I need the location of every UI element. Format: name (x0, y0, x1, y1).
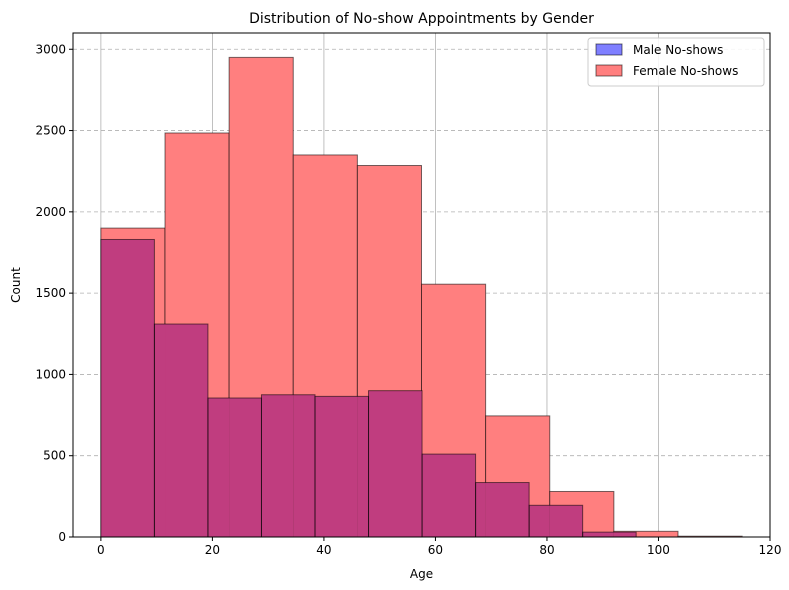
plot-frame (72, 32, 771, 538)
x-tick-label: 100 (647, 543, 670, 557)
overlap-segment (485, 482, 530, 537)
y-tick-label: 3000 (35, 42, 66, 56)
overlap-segment (529, 505, 550, 537)
overlap-segment (357, 396, 369, 537)
y-tick-label: 1500 (35, 286, 66, 300)
x-tick-label: 40 (316, 543, 331, 557)
overlap-segment (165, 324, 208, 537)
overlap-segment (261, 394, 294, 537)
x-axis-label: Age (410, 567, 433, 581)
overlap-segment (549, 505, 583, 537)
legend: Male No-shows Female No-shows (587, 37, 765, 87)
overlap-segment (368, 390, 422, 537)
overlap-segment (229, 397, 262, 537)
x-tick-label: 20 (205, 543, 220, 557)
y-tick-label: 1000 (35, 367, 66, 381)
y-tick-label: 2000 (35, 205, 66, 219)
overlap-segment (207, 397, 230, 537)
overlap-segment (100, 239, 155, 537)
x-tick-label: 80 (539, 543, 554, 557)
y-tick-label: 0 (58, 530, 66, 544)
y-tick-label: 2500 (35, 124, 66, 138)
overlap-segment (475, 482, 486, 537)
y-tick-label: 500 (43, 449, 66, 463)
overlap-segment (293, 394, 315, 537)
x-tick-label: 60 (428, 543, 443, 557)
chart-title: Distribution of No-show Appointments by … (249, 11, 594, 27)
overlap-segment (314, 396, 358, 537)
legend-label-male: Male No-shows (633, 43, 723, 57)
x-axis-ticks: 0 20 40 60 80 100 120 (97, 537, 781, 557)
overlap-segment (154, 324, 166, 537)
x-tick-label: 120 (759, 543, 782, 557)
y-axis-ticks: 0 500 1000 1500 2000 2500 3000 (35, 42, 73, 544)
legend-swatch-male (595, 43, 623, 56)
overlap-segment (582, 532, 614, 537)
overlap-bars (100, 239, 637, 537)
x-tick-label: 0 (97, 543, 105, 557)
y-axis-label: Count (9, 267, 23, 303)
legend-swatch-female (595, 64, 623, 77)
overlap-segment (422, 454, 476, 537)
legend-label-female: Female No-shows (633, 64, 738, 78)
overlap-segment (613, 532, 637, 537)
legend-box (587, 37, 765, 87)
